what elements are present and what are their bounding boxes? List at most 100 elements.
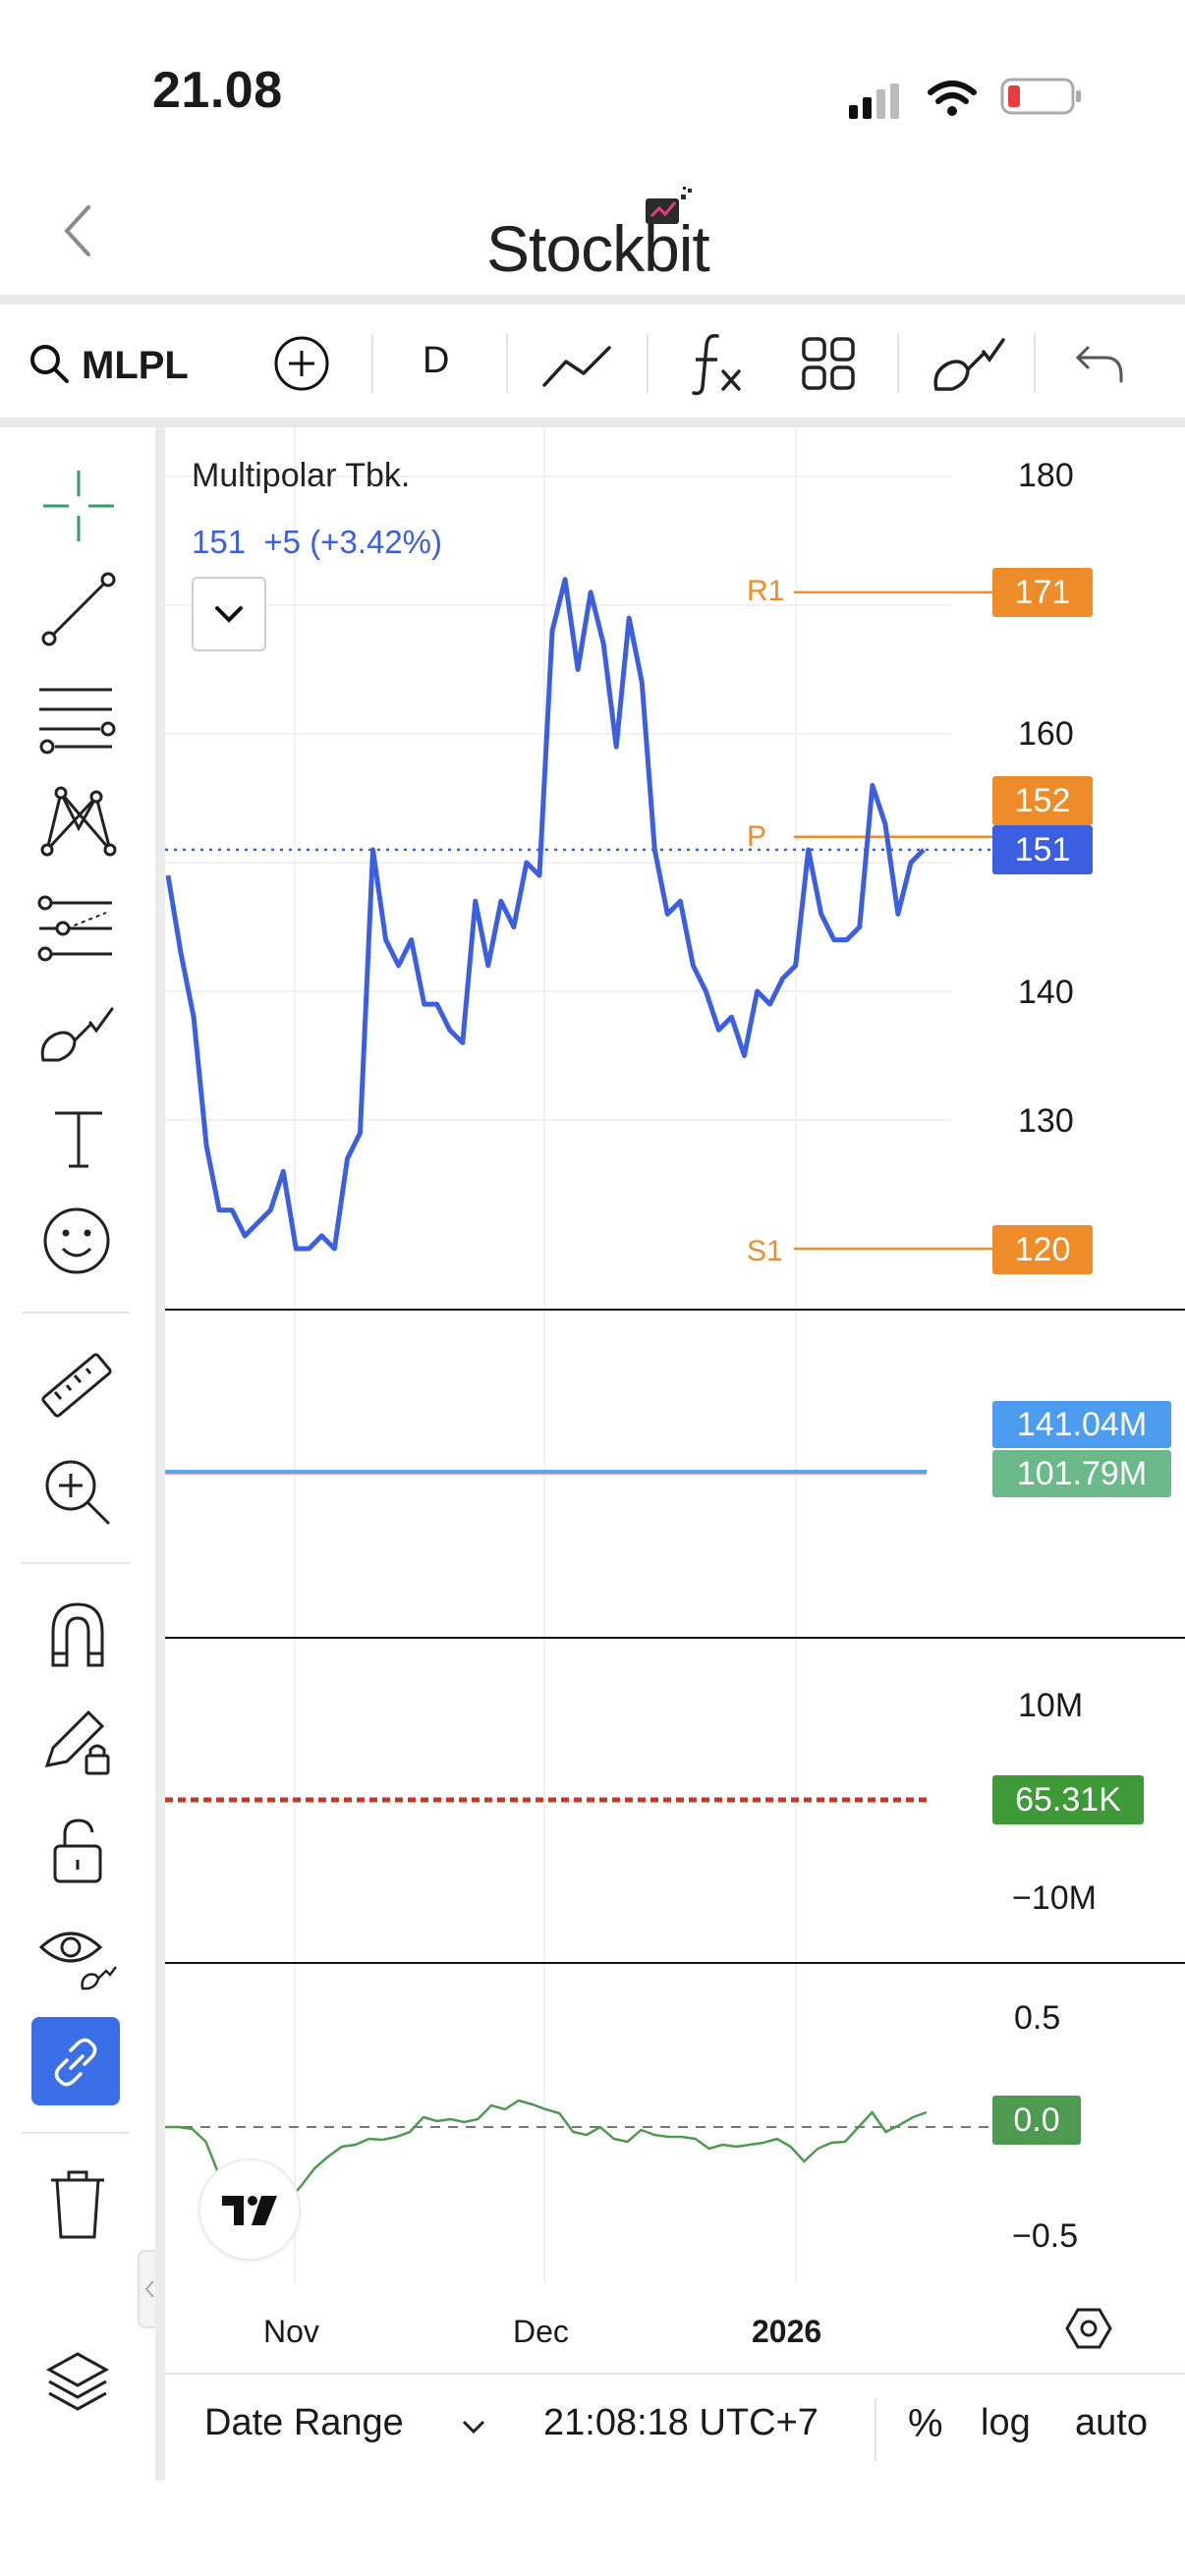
header-divider bbox=[0, 295, 1185, 305]
chart-type-button[interactable] bbox=[542, 342, 613, 391]
search-icon bbox=[30, 345, 69, 383]
ruler-icon bbox=[41, 1353, 112, 1418]
lock-tool[interactable] bbox=[47, 1813, 110, 1887]
emoji-tool[interactable] bbox=[39, 1204, 114, 1278]
chart-canvas[interactable] bbox=[165, 427, 1185, 2373]
trend-line-icon bbox=[41, 572, 116, 646]
session-clock: 21:08:18 UTC+7 bbox=[543, 2402, 818, 2443]
last-price-tag: 151 bbox=[992, 825, 1093, 874]
add-symbol-button[interactable] bbox=[272, 334, 331, 393]
price-change: 151 +5 (+3.42%) bbox=[192, 524, 443, 560]
crosshair-tool[interactable] bbox=[39, 467, 118, 545]
settings-hexagon-icon bbox=[1065, 2308, 1112, 2349]
x-axis-label: 2026 bbox=[752, 2314, 822, 2349]
date-range-label: Date Range bbox=[204, 2402, 404, 2443]
measure-tool[interactable] bbox=[37, 1346, 116, 1425]
panel2-tag-green: 101.79M bbox=[992, 1450, 1171, 1497]
legend-toggle-button[interactable] bbox=[192, 577, 266, 651]
undo-button[interactable] bbox=[1074, 342, 1125, 385]
pattern-icon bbox=[40, 786, 117, 857]
panel4-tag: 0.0 bbox=[992, 2096, 1081, 2145]
drawing-sidebar bbox=[0, 427, 163, 2481]
chevron-down-icon bbox=[215, 606, 243, 623]
crosshair-icon bbox=[43, 471, 114, 541]
tradingview-logo-button[interactable] bbox=[198, 2158, 301, 2261]
grid-icon bbox=[802, 337, 855, 390]
lock-drawings-tool[interactable] bbox=[39, 1705, 118, 1783]
x-axis-label: Nov bbox=[263, 2314, 319, 2349]
line-chart-icon bbox=[542, 346, 611, 387]
plus-circle-icon bbox=[274, 336, 329, 391]
magnet-mode-tool[interactable] bbox=[43, 1596, 112, 1671]
back-button[interactable] bbox=[59, 201, 98, 260]
toolbar-divider bbox=[647, 334, 649, 393]
text-icon bbox=[55, 1111, 102, 1168]
panel4-y-tick: −0.5 bbox=[1012, 2217, 1079, 2255]
chevron-down-icon bbox=[462, 2420, 485, 2435]
toolbar-divider bbox=[1034, 334, 1036, 393]
bottom-divider bbox=[875, 2398, 876, 2461]
layers-icon bbox=[45, 2352, 110, 2411]
toolbar-divider bbox=[897, 334, 899, 393]
pencil-lock-icon bbox=[44, 1709, 110, 1775]
visibility-tool[interactable] bbox=[37, 1916, 120, 1994]
sidebar-divider bbox=[22, 1312, 130, 1314]
chart-bottom-bar: Date Range 21:08:18 UTC+7 % log auto bbox=[165, 2373, 1185, 2483]
function-icon bbox=[692, 333, 741, 396]
sync-drawings-tool[interactable] bbox=[31, 2017, 120, 2105]
panel3-y-tick: −10M bbox=[1012, 1879, 1097, 1917]
x-axis-label: Dec bbox=[513, 2314, 569, 2349]
panel3-y-tick: 10M bbox=[1018, 1687, 1084, 1724]
pivot-label-p: P bbox=[747, 820, 767, 853]
forecast-icon bbox=[37, 895, 112, 962]
link-icon bbox=[54, 2038, 97, 2087]
toolbar-divider-bottom bbox=[0, 418, 1185, 427]
unlock-icon bbox=[53, 1819, 102, 1883]
r1-price-tag: 171 bbox=[992, 568, 1093, 617]
panel4-y-tick: 0.5 bbox=[1014, 1999, 1061, 2037]
pattern-tool[interactable] bbox=[39, 781, 118, 860]
y-tick: 140 bbox=[1018, 974, 1074, 1011]
smiley-icon bbox=[43, 1207, 110, 1274]
chart-area[interactable]: Multipolar Tbk. 151 +5 (+3.42%) 180 160 … bbox=[165, 427, 1185, 2373]
layout-button[interactable] bbox=[801, 336, 856, 391]
trend-line-tool[interactable] bbox=[39, 570, 118, 648]
panel2-tag-blue: 141.04M bbox=[992, 1401, 1171, 1448]
object-tree-tool[interactable] bbox=[43, 2348, 112, 2417]
eye-icon bbox=[38, 1932, 117, 1990]
magnet-icon bbox=[51, 1602, 104, 1667]
sidebar-divider bbox=[22, 1562, 130, 1564]
toolbar-divider bbox=[371, 334, 373, 393]
date-range-button[interactable]: Date Range bbox=[204, 2402, 485, 2453]
status-time: 21.08 bbox=[152, 62, 283, 119]
text-tool[interactable] bbox=[49, 1105, 108, 1174]
interval-button[interactable]: D bbox=[423, 340, 450, 381]
symbol-search[interactable]: MLPL bbox=[28, 334, 204, 393]
tradingview-icon bbox=[222, 2196, 277, 2225]
chart-toolbar: MLPL D bbox=[0, 305, 1185, 418]
percent-toggle[interactable]: % bbox=[908, 2402, 943, 2445]
log-toggle[interactable]: log bbox=[981, 2402, 1031, 2443]
brush-icon bbox=[933, 338, 1005, 391]
auto-toggle[interactable]: auto bbox=[1075, 2402, 1148, 2443]
zoom-in-tool[interactable] bbox=[39, 1454, 114, 1529]
drawing-tools-button[interactable] bbox=[929, 332, 1007, 395]
prediction-tool[interactable] bbox=[37, 889, 120, 968]
brush-tool[interactable] bbox=[37, 997, 120, 1066]
brush-icon bbox=[40, 1007, 114, 1062]
parallel-lines-tool[interactable] bbox=[37, 678, 120, 756]
indicators-button[interactable] bbox=[688, 328, 747, 397]
sidebar-divider bbox=[22, 2132, 130, 2134]
chart-settings-button[interactable] bbox=[1064, 2304, 1113, 2353]
pivot-label-r1: R1 bbox=[747, 575, 785, 607]
chevron-left-icon bbox=[144, 2280, 154, 2298]
symbol-label: MLPL bbox=[82, 344, 189, 387]
y-tick: 180 bbox=[1018, 457, 1074, 494]
zoom-in-icon bbox=[45, 1460, 110, 1525]
toolbar-divider bbox=[506, 334, 508, 393]
delete-tool[interactable] bbox=[45, 2166, 110, 2245]
logo-mark-icon bbox=[644, 187, 698, 231]
chart-title: Multipolar Tbk. bbox=[192, 457, 411, 494]
horizontal-lines-icon bbox=[39, 688, 116, 755]
pivot-label-s1: S1 bbox=[747, 1235, 783, 1267]
